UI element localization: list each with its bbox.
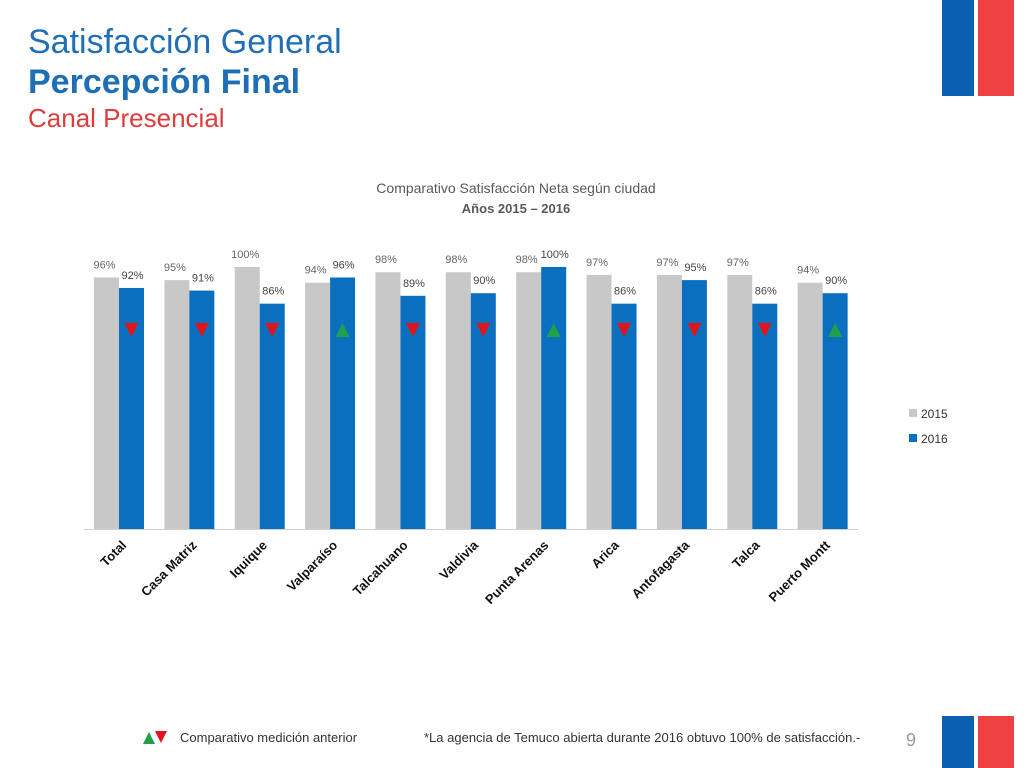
legend-label-2016: 2016 xyxy=(921,432,948,446)
trend-up-icon xyxy=(335,323,350,337)
bar-2015 xyxy=(516,272,542,529)
x-tick-label: Casa Matriz xyxy=(138,537,200,599)
bar-2016 xyxy=(259,303,285,529)
trend-arrows-icon xyxy=(143,731,167,744)
flag-logo-bottom xyxy=(942,716,1014,768)
title-block: Satisfacción General Percepción Final Ca… xyxy=(28,22,342,134)
data-label-2015: 98% xyxy=(445,254,467,266)
bar-2015 xyxy=(727,274,753,529)
bar-2016 xyxy=(752,303,778,529)
data-label-2016: 95% xyxy=(684,262,706,274)
data-label-2016: 90% xyxy=(473,275,495,287)
trend-down-icon xyxy=(757,323,772,337)
data-label-2016: 100% xyxy=(541,249,569,261)
data-label-2015: 98% xyxy=(375,254,397,266)
legend-label-2015: 2015 xyxy=(921,407,948,421)
x-tick-label: Puerto Montt xyxy=(766,537,834,605)
page-number: 9 xyxy=(906,730,917,750)
x-tick-label: Arica xyxy=(588,537,622,571)
trend-up-icon xyxy=(828,323,843,337)
x-tick-label: Iquique xyxy=(227,538,270,581)
data-label-2016: 90% xyxy=(825,275,847,287)
flag-logo-top xyxy=(942,0,1014,96)
bar-2016 xyxy=(681,280,707,529)
bar-2015 xyxy=(234,267,260,529)
x-tick-label: Punta Arenas xyxy=(482,538,552,608)
trend-down-icon xyxy=(405,323,420,337)
footer-legend-label: Comparativo medición anterior xyxy=(180,729,358,745)
x-tick-label: Valparaíso xyxy=(284,537,341,594)
bar-2015 xyxy=(94,277,119,529)
data-label-2016: 86% xyxy=(262,286,284,298)
page-title: Satisfacción General xyxy=(28,23,342,61)
bar-2015 xyxy=(375,272,401,529)
x-tick-label: Talcahuano xyxy=(350,537,411,598)
legend-swatch-2016 xyxy=(909,434,917,442)
footer-legend: Comparativo medición anterior xyxy=(142,728,357,746)
data-label-2016: 91% xyxy=(192,273,214,285)
x-tick-label: Antofagasta xyxy=(628,537,692,601)
data-label-2015: 97% xyxy=(586,257,608,269)
data-label-2016: 92% xyxy=(121,270,143,282)
footer-note: *La agencia de Temuco abierta durante 20… xyxy=(424,730,861,745)
chart-subtitle: Años 2015 – 2016 xyxy=(462,201,570,216)
trend-down-icon xyxy=(194,323,209,337)
trend-down-icon xyxy=(617,323,632,337)
bar-chart: Comparativo Satisfacción Neta según ciud… xyxy=(84,180,948,608)
data-label-2016: 86% xyxy=(755,286,777,298)
data-label-2015: 97% xyxy=(727,257,749,269)
bar-2015 xyxy=(445,272,471,529)
data-label-2015: 95% xyxy=(164,262,186,274)
channel-label: Canal Presencial xyxy=(28,103,225,133)
bar-2015 xyxy=(164,280,190,529)
data-label-2015: 97% xyxy=(656,257,678,269)
x-tick-label: Talca xyxy=(729,537,763,571)
bar-2016 xyxy=(541,267,567,529)
trend-up-icon xyxy=(546,323,561,337)
bar-2016 xyxy=(611,303,637,529)
data-label-2016: 86% xyxy=(614,286,636,298)
data-label-2016: 96% xyxy=(333,259,355,271)
data-label-2015: 94% xyxy=(797,265,819,277)
bar-2015 xyxy=(586,274,612,529)
legend-swatch-2015 xyxy=(909,409,917,417)
trend-down-icon xyxy=(476,323,491,337)
x-tick-label: Valdivia xyxy=(436,537,481,582)
data-label-2016: 89% xyxy=(403,278,425,290)
data-label-2015: 96% xyxy=(93,259,115,271)
data-label-2015: 94% xyxy=(305,265,327,277)
bar-2015 xyxy=(305,282,331,529)
trend-down-icon xyxy=(124,323,139,337)
page-subtitle: Percepción Final xyxy=(28,63,301,101)
bar-2016 xyxy=(330,277,356,529)
bar-2015 xyxy=(797,282,823,529)
data-label-2015: 100% xyxy=(231,249,259,261)
x-tick-label: Total xyxy=(97,538,129,570)
trend-down-icon xyxy=(265,323,280,337)
trend-down-icon xyxy=(687,323,702,337)
bar-2015 xyxy=(656,274,682,529)
data-label-2015: 98% xyxy=(516,254,538,266)
chart-title: Comparativo Satisfacción Neta según ciud… xyxy=(376,180,655,196)
